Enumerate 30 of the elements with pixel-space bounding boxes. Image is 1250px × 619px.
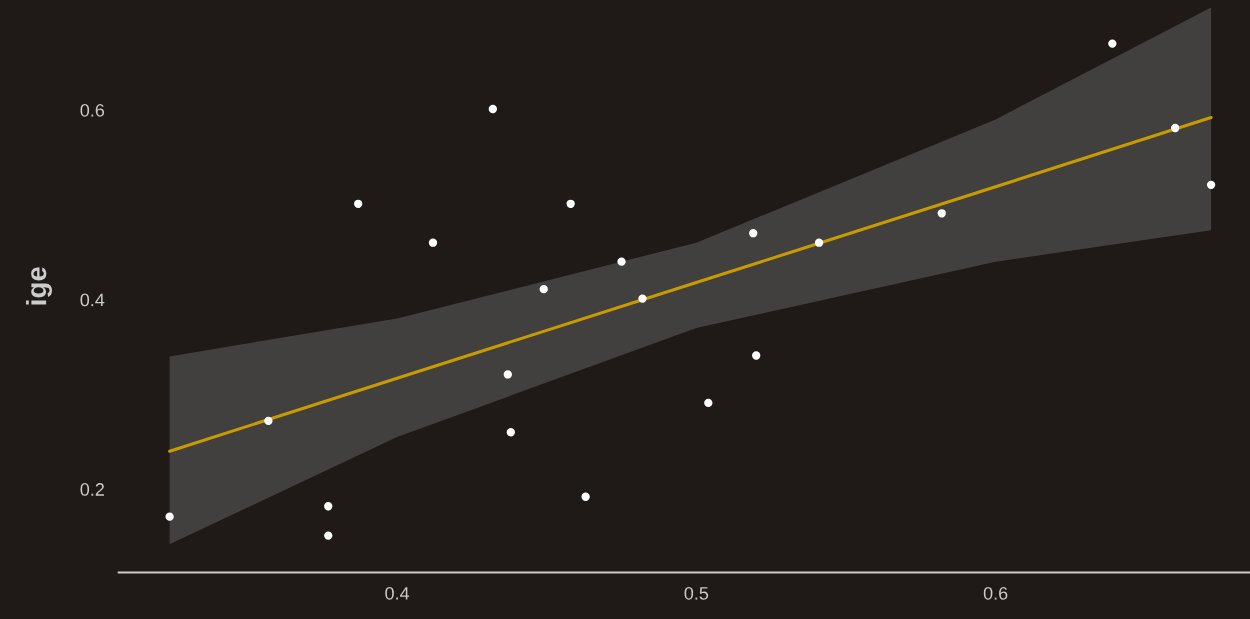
point <box>428 238 438 247</box>
point <box>638 294 647 303</box>
y-tick-label: 0.6 <box>80 103 105 117</box>
x-tick-label: 0.6 <box>983 586 1008 600</box>
point <box>1171 123 1180 133</box>
point <box>354 199 363 208</box>
point <box>704 398 713 408</box>
y-axis-title: ige <box>25 267 52 305</box>
point <box>503 370 512 379</box>
point <box>488 104 498 114</box>
y-tick-label: 0.2 <box>80 483 104 496</box>
point <box>749 229 758 238</box>
point <box>539 284 548 294</box>
x-tick-label: 0.5 <box>684 586 709 600</box>
x-tick-label: 0.4 <box>385 586 410 600</box>
point <box>937 209 946 218</box>
point <box>264 416 273 426</box>
y-tick-label: 0.4 <box>80 293 105 307</box>
point <box>752 351 761 360</box>
point <box>324 502 333 511</box>
point <box>506 428 515 437</box>
point <box>617 257 626 266</box>
point <box>165 512 174 521</box>
point <box>324 531 333 540</box>
point <box>814 238 824 247</box>
point <box>566 199 575 208</box>
line-series <box>168 116 1213 453</box>
point <box>1108 39 1117 48</box>
point <box>581 492 590 501</box>
point <box>1206 180 1216 190</box>
